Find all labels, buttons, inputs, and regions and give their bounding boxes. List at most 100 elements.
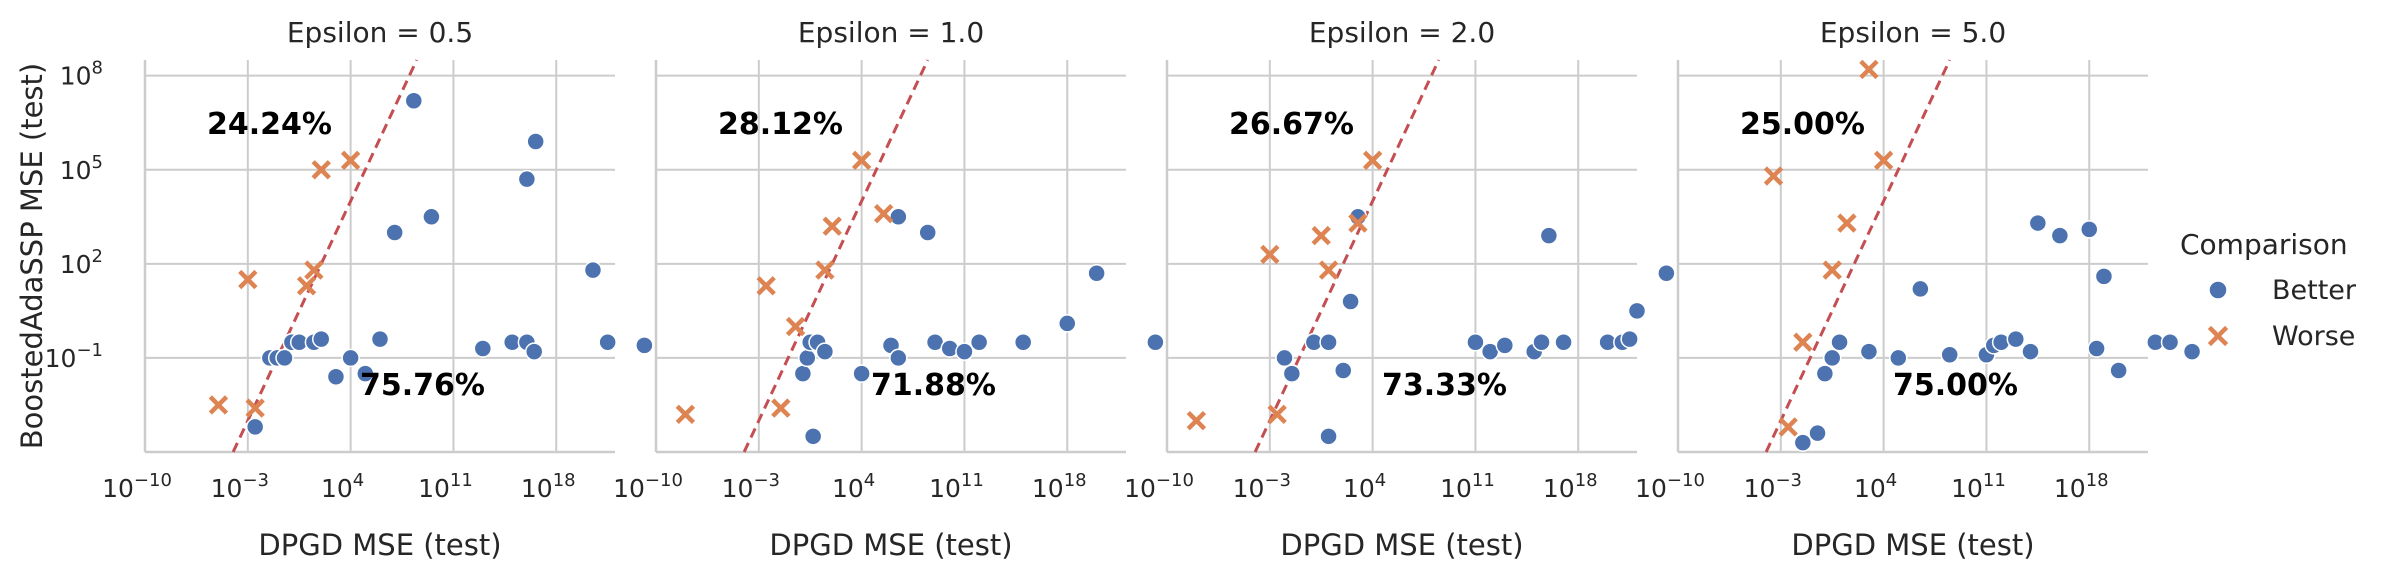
better-point [955, 342, 974, 361]
better-point [1554, 332, 1573, 352]
better-point [275, 348, 294, 368]
worse-point [1186, 410, 1207, 431]
better-point [803, 427, 823, 446]
diagonal-line [231, 59, 419, 453]
better-point [1889, 348, 1908, 368]
better-point [889, 348, 908, 368]
better-point [526, 132, 545, 151]
better-point [2021, 342, 2040, 361]
worse-point [873, 203, 894, 224]
better-point [918, 223, 937, 242]
better-point [1319, 332, 1338, 352]
worse-point [675, 404, 696, 425]
x-axis-label: DPGD MSE (test) [1791, 528, 2034, 562]
worse-point [340, 150, 361, 171]
worse-point-stroke [1260, 244, 1280, 265]
x-tick-label: 10−10 [1124, 470, 1194, 503]
worse-point-stroke [851, 150, 872, 171]
legend-label-better: Better [2272, 275, 2357, 306]
better-point [1495, 336, 1515, 355]
better-point [1830, 332, 1849, 352]
x-tick-label: 10−10 [102, 470, 172, 503]
worse-point [1318, 260, 1339, 280]
better-point [2006, 329, 2026, 349]
panel-title: Epsilon = 2.0 [1309, 16, 1495, 49]
x-axis-label: DPGD MSE (test) [769, 528, 1012, 562]
better-point [2028, 213, 2048, 233]
x-tick-label: 10−10 [613, 470, 683, 503]
better-point [1282, 364, 1302, 383]
better-point [852, 364, 871, 383]
worse-point-stroke [1859, 59, 1879, 80]
better-point [815, 342, 835, 361]
better-point [2182, 342, 2202, 361]
worse-point-stroke [771, 398, 791, 418]
worse-point [238, 269, 258, 290]
better-point [1627, 301, 1647, 321]
x-axis-label: DPGD MSE (test) [258, 528, 501, 562]
worse-point [304, 260, 324, 280]
x-tick-label: 1018 [1032, 470, 1087, 503]
better-point [1319, 427, 1338, 446]
better-point [1013, 332, 1033, 352]
worse-point [1837, 213, 1857, 233]
upper-percentage-label: 25.00% [1740, 107, 1865, 142]
worse-point [1793, 332, 1813, 352]
worse-point-stroke [756, 276, 776, 296]
worse-point-stroke [1837, 213, 1857, 233]
worse-point-stroke [1822, 260, 1842, 280]
worse-point-stroke [208, 395, 229, 415]
better-point [1466, 332, 1485, 352]
x-tick-label: 10−3 [1744, 470, 1802, 503]
worse-point [1763, 166, 1784, 186]
better-point [1657, 263, 1676, 283]
x-tick-label: 1011 [929, 470, 984, 503]
better-point [969, 332, 989, 352]
worse-point-stroke [304, 260, 324, 280]
better-point [422, 207, 441, 227]
worse-point-stroke [1318, 260, 1339, 280]
better-point [793, 364, 813, 383]
better-point [889, 207, 908, 227]
y-tick-label: 108 [60, 58, 103, 91]
x-tick-label: 1018 [2054, 470, 2109, 503]
worse-point-stroke [1778, 417, 1798, 437]
legend: Comparison Better Worse [2180, 228, 2357, 352]
worse-point-stroke [1267, 404, 1287, 425]
x-tick-label: 1011 [1440, 470, 1495, 503]
panel-2: Epsilon = 1.0 10−10 10−3 104 1011 1018 DPGD MS… [613, 16, 1165, 562]
worse-point-stroke [822, 216, 842, 236]
panel-title: Epsilon = 5.0 [1820, 16, 2006, 49]
worse-point-stroke [1362, 150, 1383, 171]
panel-title: Epsilon = 1.0 [798, 16, 984, 49]
better-point [2094, 267, 2114, 286]
diagonal-line [1253, 59, 1441, 453]
lower-percentage-label: 75.76% [360, 368, 485, 403]
better-point [1539, 226, 1559, 245]
better-point [1532, 332, 1551, 352]
better-point [1058, 314, 1077, 333]
y-tick-label: 10−1 [45, 340, 103, 373]
worse-point-stroke [340, 150, 361, 171]
better-point [312, 329, 331, 349]
worse-point-stroke [238, 269, 258, 290]
worse-point [785, 316, 806, 337]
lower-percentage-label: 73.33% [1382, 368, 1507, 403]
x-tick-label: 10−3 [722, 470, 780, 503]
better-point [2080, 220, 2099, 239]
better-point [1793, 433, 1813, 452]
worse-point [245, 398, 265, 418]
panel-3: Epsilon = 2.0 10−10 10−3 104 1011 1018 DPGD MS… [1124, 16, 1676, 562]
worse-point [1778, 417, 1798, 437]
legend-marker-better [2208, 280, 2228, 300]
better-point [245, 417, 265, 437]
worse-point [1362, 150, 1383, 171]
better-point [1859, 342, 1879, 361]
better-point [370, 329, 390, 349]
better-point [635, 336, 654, 355]
better-point [1334, 361, 1353, 380]
x-tick-label: 1018 [521, 470, 576, 503]
worse-point [822, 216, 842, 236]
